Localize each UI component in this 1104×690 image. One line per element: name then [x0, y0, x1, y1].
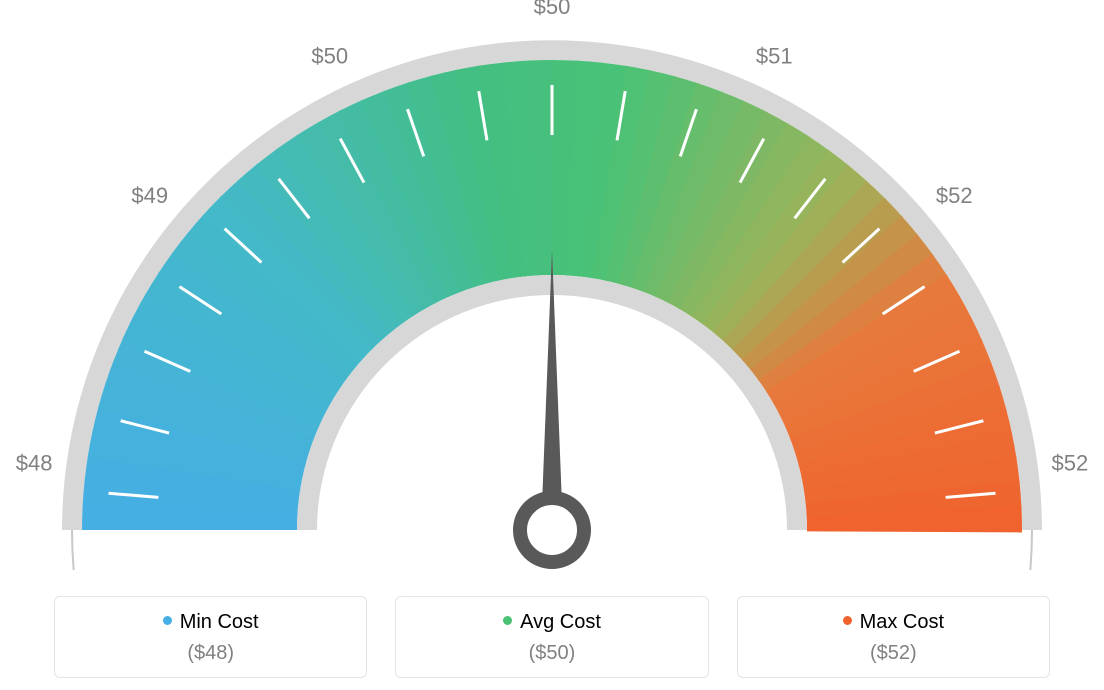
legend-title-max: Max Cost	[738, 611, 1049, 634]
svg-text:$52: $52	[1052, 450, 1089, 475]
dot-min	[163, 616, 172, 625]
legend-value-max: ($52)	[738, 642, 1049, 665]
svg-text:$48: $48	[16, 450, 53, 475]
svg-text:$49: $49	[131, 183, 168, 208]
legend-card-avg: Avg Cost ($50)	[395, 596, 708, 678]
gauge-chart: $48 $49 $50 $50 $51 $52 $52	[0, 0, 1104, 570]
legend-row: Min Cost ($48) Avg Cost ($50) Max Cost (…	[0, 596, 1104, 678]
legend-title-avg: Avg Cost	[396, 611, 707, 634]
dot-max	[843, 616, 852, 625]
svg-text:$52: $52	[936, 183, 973, 208]
legend-label-avg: Avg Cost	[520, 611, 601, 633]
legend-title-min: Min Cost	[55, 611, 366, 634]
legend-card-min: Min Cost ($48)	[54, 596, 367, 678]
gauge-svg: $48 $49 $50 $50 $51 $52 $52	[0, 0, 1104, 570]
svg-text:$50: $50	[534, 0, 571, 19]
svg-text:$51: $51	[756, 43, 793, 68]
legend-card-max: Max Cost ($52)	[737, 596, 1050, 678]
legend-value-min: ($48)	[55, 642, 366, 665]
svg-text:$50: $50	[311, 43, 348, 68]
legend-label-max: Max Cost	[860, 611, 944, 633]
legend-label-min: Min Cost	[180, 611, 259, 633]
legend-value-avg: ($50)	[396, 642, 707, 665]
dot-avg	[503, 616, 512, 625]
